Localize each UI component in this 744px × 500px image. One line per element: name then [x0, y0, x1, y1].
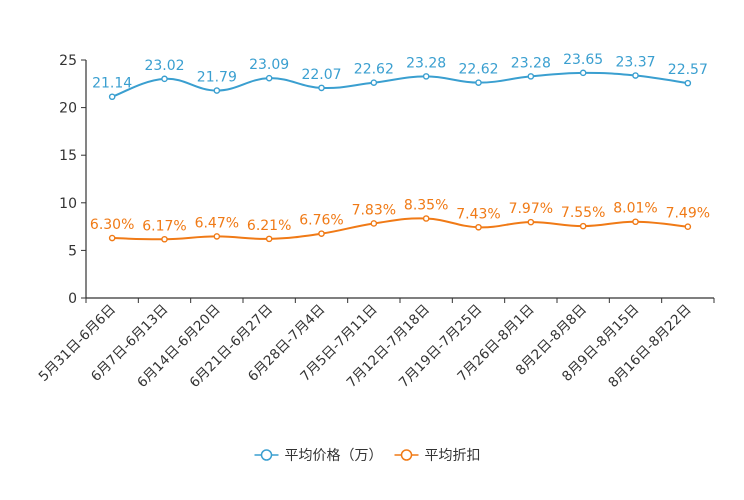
legend-label: 平均价格（万） [285, 448, 383, 464]
data-point[interactable] [475, 79, 482, 86]
data-label: 7.97% [509, 201, 553, 217]
data-point[interactable] [579, 69, 587, 77]
data-point[interactable] [475, 223, 482, 231]
data-point[interactable] [108, 93, 116, 101]
data-point[interactable] [527, 218, 535, 226]
data-point[interactable] [161, 235, 168, 243]
legend-item-2[interactable]: 平均折扣 [394, 448, 481, 464]
series-2: 6.30% 6.17% 6.47% 6.21% 6.76% 7.83% 8.35% 7.43%… [90, 198, 710, 243]
data-label: 8.01% [613, 201, 657, 217]
data-point[interactable] [527, 73, 535, 80]
data-point[interactable] [108, 234, 116, 242]
data-label: 22.07 [301, 67, 341, 83]
data-point[interactable] [684, 223, 692, 230]
data-label: 7.43% [456, 206, 500, 222]
series-line [111, 71, 688, 98]
data-point[interactable] [579, 222, 587, 230]
data-point[interactable] [318, 84, 325, 92]
data-point[interactable] [370, 79, 378, 86]
data-point[interactable] [265, 74, 273, 82]
data-point[interactable] [265, 235, 273, 243]
data-label: 22.62 [354, 62, 394, 78]
data-label: 6.30% [90, 217, 134, 233]
data-point[interactable] [632, 218, 639, 226]
y-tick-label: 20 [59, 101, 77, 117]
series-1: 21.14 23.02 21.79 23.09 22.07 22.62 23.28 22.62… [92, 52, 708, 101]
data-label: 7.49% [666, 206, 710, 222]
y-tick-label: 0 [68, 291, 77, 307]
data-label: 6.21% [247, 218, 291, 234]
y-tick-label: 25 [59, 53, 77, 69]
data-point[interactable] [422, 215, 430, 222]
data-point[interactable] [370, 220, 378, 227]
data-label: 23.02 [144, 58, 184, 74]
data-label: 23.09 [249, 57, 289, 73]
data-label: 23.37 [615, 55, 655, 71]
data-label: 8.35% [404, 198, 448, 214]
legend-marker-icon [400, 449, 413, 461]
data-point[interactable] [318, 230, 325, 237]
data-label: 6.17% [142, 218, 186, 234]
series-line [112, 217, 688, 241]
data-label: 7.83% [352, 202, 396, 218]
y-tick-label: 5 [68, 243, 77, 259]
data-label: 7.55% [561, 205, 605, 221]
data-point[interactable] [632, 72, 639, 79]
data-point[interactable] [422, 73, 430, 80]
data-label: 22.57 [668, 62, 708, 78]
data-label: 23.65 [563, 52, 603, 68]
legend[interactable]: 平均价格（万） 平均折扣 [254, 448, 481, 464]
data-label: 23.28 [406, 55, 446, 71]
data-point[interactable] [161, 75, 168, 83]
data-point[interactable] [213, 233, 221, 240]
legend-item-1[interactable]: 平均价格（万） [254, 448, 383, 464]
legend-label: 平均折扣 [425, 448, 481, 464]
y-tick-label: 15 [59, 148, 77, 164]
series-group: 21.14 23.02 21.79 23.09 22.07 22.62 23.28 22.62… [90, 52, 710, 243]
data-label: 6.47% [195, 215, 239, 231]
data-point[interactable] [684, 79, 692, 87]
data-label: 22.62 [458, 62, 498, 78]
data-point[interactable] [213, 87, 221, 94]
data-label: 21.79 [197, 70, 237, 86]
legend-marker-icon [260, 449, 273, 461]
data-label: 6.76% [299, 213, 343, 229]
data-label: 21.14 [92, 76, 132, 92]
data-label: 23.28 [511, 55, 551, 71]
y-tick-label: 10 [59, 196, 77, 212]
